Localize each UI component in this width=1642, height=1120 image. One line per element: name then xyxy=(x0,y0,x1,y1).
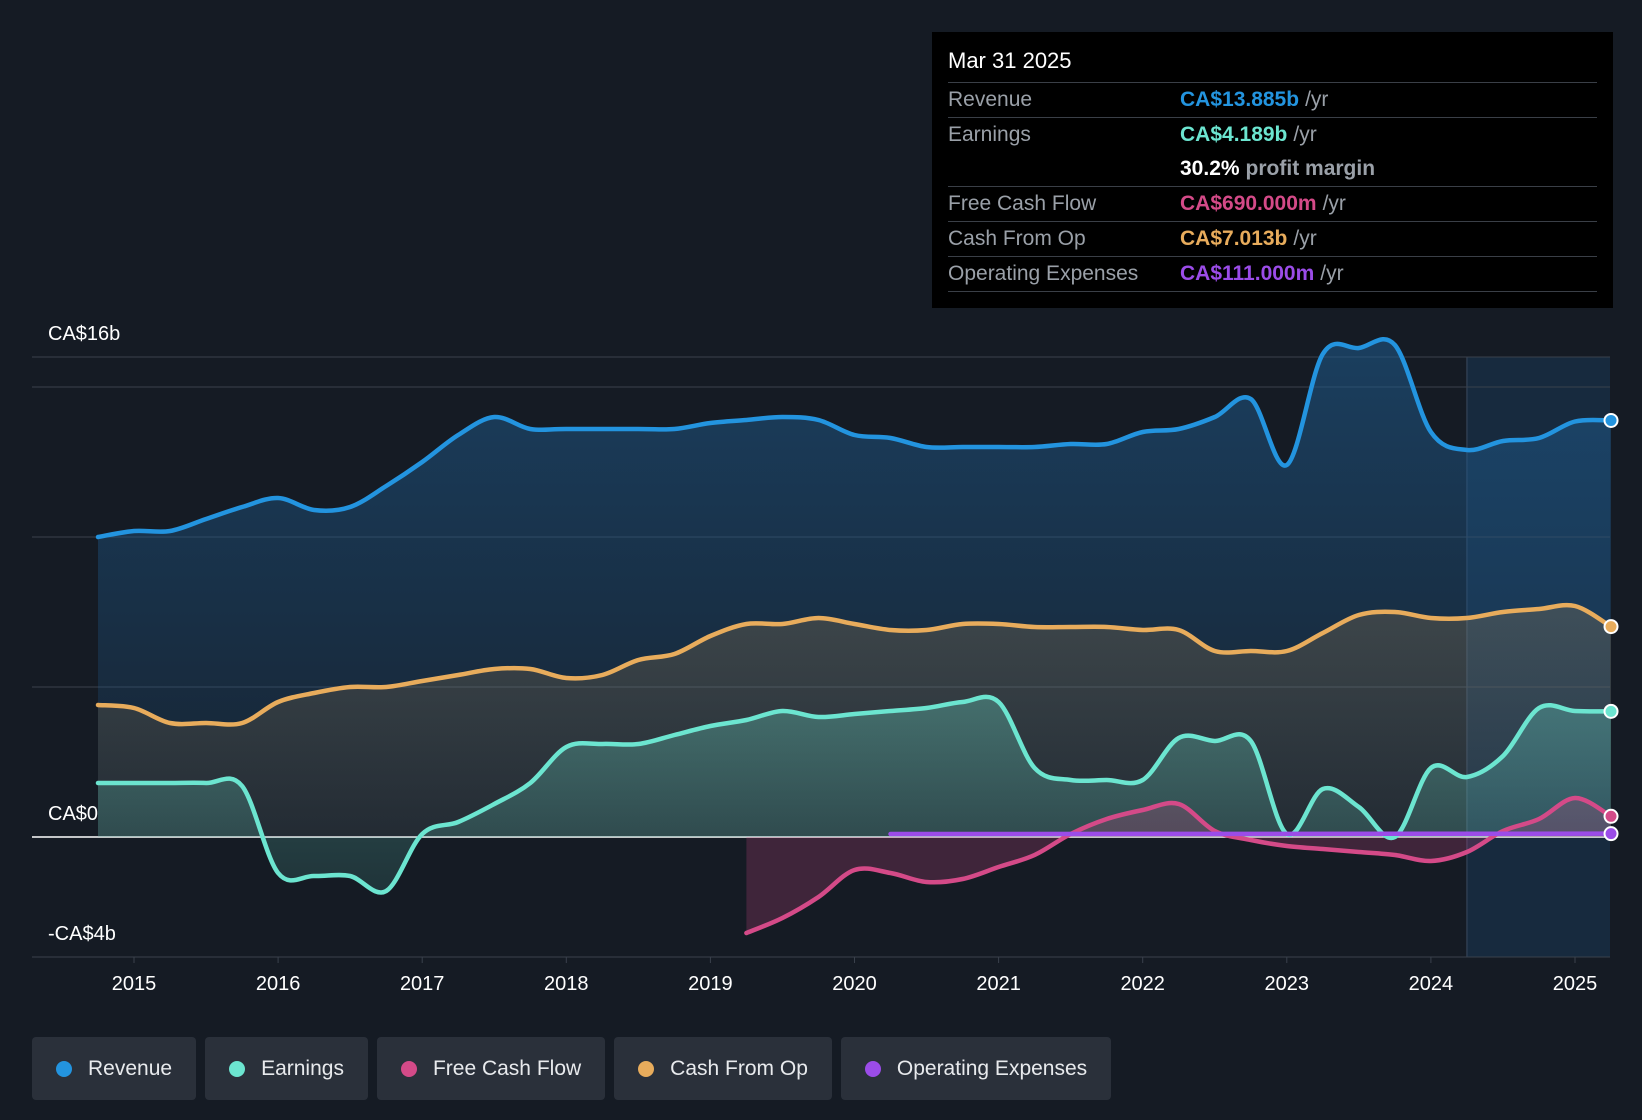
tooltip-value: CA$13.885b xyxy=(1180,88,1300,111)
tooltip-unit: /yr xyxy=(1293,123,1317,146)
line-free-cash-flow xyxy=(744,795,1614,936)
x-tick-label: 2018 xyxy=(544,973,589,995)
legend-dot-icon xyxy=(229,1060,246,1077)
tooltip-value: CA$111.000m xyxy=(1180,262,1315,285)
x-tick-label: 2017 xyxy=(400,973,445,995)
tooltip-value: CA$690.000m xyxy=(1180,192,1317,215)
x-tick-label: 2020 xyxy=(832,973,877,995)
x-tick-label: 2024 xyxy=(1409,973,1454,995)
tooltip-label: Operating Expenses xyxy=(948,262,1139,285)
legend-item-cash-from-op[interactable]: Cash From Op xyxy=(614,1037,832,1100)
y-tick-label-bottom: -CA$4b xyxy=(48,923,116,945)
tooltip-row-profit-margin: 30.2% profit margin xyxy=(948,152,1597,187)
y-tick-label-zero: CA$0 xyxy=(48,803,98,825)
tooltip-value: CA$7.013b xyxy=(1180,227,1288,250)
tooltip-label xyxy=(948,152,1180,186)
legend-label: Operating Expenses xyxy=(896,1056,1088,1080)
legend-item-revenue[interactable]: Revenue xyxy=(32,1037,197,1100)
tooltip-value: CA$4.189b xyxy=(1180,123,1288,146)
legend-dot-icon xyxy=(638,1060,655,1077)
tooltip-label: Earnings xyxy=(948,123,1031,146)
legend: Revenue Earnings Free Cash Flow Cash Fro… xyxy=(32,1037,1112,1100)
line-revenue xyxy=(95,337,1614,540)
tooltip-value: 30.2% xyxy=(1180,157,1240,180)
x-tick-label: 2022 xyxy=(1120,973,1165,995)
tooltip-row-free-cash-flow: Free Cash Flow CA$690.000m /yr xyxy=(948,187,1597,222)
endpoint-revenue xyxy=(1603,412,1619,428)
x-tick-label: 2015 xyxy=(112,973,157,995)
line-cash-from-op xyxy=(95,602,1614,727)
tooltip-unit: /yr xyxy=(1305,88,1329,111)
x-tick-label: 2025 xyxy=(1553,973,1598,995)
tooltip-panel: Mar 31 2025 Revenue CA$13.885b /yr Earni… xyxy=(932,32,1613,308)
tooltip-unit: /yr xyxy=(1293,227,1317,250)
tooltip-unit: /yr xyxy=(1320,262,1344,285)
x-tick-label: 2016 xyxy=(256,973,301,995)
tooltip-row-operating-expenses: Operating Expenses CA$111.000m /yr xyxy=(948,257,1597,292)
endpoint-free-cash-flow xyxy=(1603,808,1619,824)
legend-label: Cash From Op xyxy=(670,1056,808,1080)
tooltip-row-earnings: Earnings CA$4.189b /yr xyxy=(948,118,1597,152)
x-tick-label: 2019 xyxy=(688,973,733,995)
endpoint-operating-expenses xyxy=(1603,826,1619,842)
legend-label: Earnings xyxy=(261,1056,344,1080)
endpoint-earnings xyxy=(1603,703,1619,719)
tooltip-date: Mar 31 2025 xyxy=(948,46,1597,83)
legend-dot-icon xyxy=(400,1060,417,1077)
tooltip-label: Free Cash Flow xyxy=(948,192,1097,215)
legend-item-operating-expenses[interactable]: Operating Expenses xyxy=(840,1037,1112,1100)
y-tick-label-top: CA$16b xyxy=(48,323,120,345)
x-tick-label: 2023 xyxy=(1265,973,1310,995)
legend-item-free-cash-flow[interactable]: Free Cash Flow xyxy=(376,1037,606,1100)
tooltip-row-revenue: Revenue CA$13.885b /yr xyxy=(948,83,1597,118)
legend-dot-icon xyxy=(864,1060,881,1077)
tooltip-unit: /yr xyxy=(1322,192,1346,215)
legend-label: Revenue xyxy=(88,1056,173,1080)
line-earnings xyxy=(95,694,1614,895)
area-earnings xyxy=(98,696,1611,893)
tooltip-label: Cash From Op xyxy=(948,227,1086,250)
endpoint-cash-from-op xyxy=(1603,619,1619,635)
area-free-cash-flow xyxy=(746,797,1611,933)
tooltip-label: Revenue xyxy=(948,88,1033,111)
tooltip-row-cash-from-op: Cash From Op CA$7.013b /yr xyxy=(948,222,1597,257)
legend-dot-icon xyxy=(56,1060,72,1077)
legend-item-earnings[interactable]: Earnings xyxy=(205,1037,368,1100)
x-tick-label: 2021 xyxy=(976,973,1021,995)
tooltip-unit: profit margin xyxy=(1245,157,1376,180)
legend-label: Free Cash Flow xyxy=(432,1056,582,1080)
